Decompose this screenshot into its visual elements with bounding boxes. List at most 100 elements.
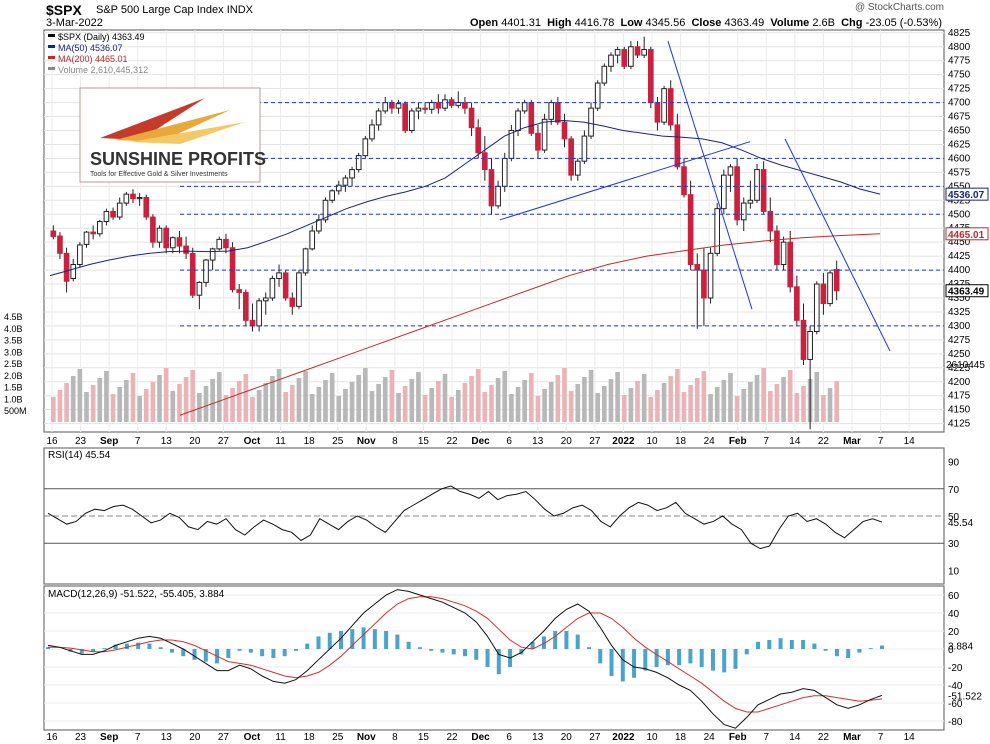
volume-bar [754, 375, 760, 422]
volume-bar [708, 394, 713, 422]
high-value: 4416.78 [574, 17, 615, 29]
price-tick-label: 4125 [948, 419, 971, 430]
volume-bar [714, 387, 720, 422]
volume-tick-label: 3.0B [4, 347, 23, 357]
volume-bar [170, 391, 176, 422]
x-tick-label: Mar [843, 436, 861, 447]
candle-body [674, 124, 681, 168]
macd-histogram-bar [880, 645, 884, 649]
macd-histogram-bar [293, 649, 298, 651]
x-tick-label: 23 [75, 732, 87, 743]
macd-histogram-bar [113, 644, 118, 649]
volume-bar [562, 368, 567, 422]
candle-body [800, 319, 807, 360]
candle-body [601, 65, 608, 84]
x-tick-label: Oct [244, 732, 261, 743]
volume-bar [721, 380, 727, 422]
candle-body [687, 194, 694, 265]
volume-bar [748, 382, 753, 422]
volume-bar [197, 393, 202, 422]
candle-body [707, 252, 714, 299]
macd-panel: -80 -60 -40 -20 0 20 40 60 MACD(12,26,9) -51.522… [43, 585, 982, 743]
x-tick-label: 16 [46, 436, 58, 447]
volume-bar [661, 383, 667, 422]
x-tick-label: 18 [675, 436, 687, 447]
volume-bar [821, 395, 826, 422]
macd-histogram-bar [79, 649, 84, 654]
copyright-text: @ StockCharts.com [854, 2, 944, 13]
volume-bar [728, 373, 733, 422]
volume-bar [734, 396, 740, 422]
macd-histogram-bar [722, 649, 727, 673]
x-tick-label: 7 [135, 436, 141, 447]
candle-body [77, 244, 83, 265]
candle-body [256, 300, 262, 327]
volume-bar [694, 378, 700, 422]
rsi-title: RSI(14) 45.54 [48, 450, 111, 461]
volume-bar [648, 397, 654, 422]
index-exchange: INDX [226, 4, 253, 16]
x-tick-label: Dec [471, 436, 490, 447]
volume-bar [548, 382, 554, 422]
volume-bar [90, 385, 96, 422]
volume-bar [787, 370, 793, 422]
volume-bar [509, 394, 514, 422]
volume-bar [475, 369, 481, 422]
macd-signal-line [48, 596, 883, 713]
macd-histogram-bar [744, 649, 749, 655]
legend-entry: MA(200) 4465.01 [58, 54, 128, 64]
candle-body [760, 169, 767, 212]
macd-title: MACD(12,26,9) -51.522, -55.405, 3.884 [48, 589, 225, 600]
volume-bar [343, 389, 348, 422]
trendline [784, 138, 891, 352]
x-tick-label: 6 [506, 732, 512, 743]
x-tick-label: 7 [135, 732, 141, 743]
x-tick-label: 8 [392, 732, 398, 743]
volume-bar [230, 388, 235, 422]
volume-bar [416, 372, 421, 422]
macd-histogram-bar [733, 649, 738, 669]
candle-body [216, 238, 223, 250]
candle-body [408, 110, 415, 132]
macd-histogram-bar [553, 631, 558, 649]
macd-histogram-bar [643, 649, 648, 671]
macd-tick-label: -80 [948, 717, 963, 728]
volume-bar [568, 391, 574, 422]
macd-histogram-bar [260, 649, 265, 657]
volume-bar [595, 393, 601, 422]
candle-body [103, 210, 110, 223]
price-tick-label: 4150 [948, 405, 971, 416]
macd-tick-label: -40 [948, 681, 963, 692]
candle-body [482, 152, 488, 171]
candle-body [721, 174, 727, 210]
macd-histogram-bar [496, 649, 501, 675]
index-name: S&P 500 Large Cap Index [96, 4, 224, 16]
candle-body [203, 259, 209, 283]
volume-bar [349, 382, 355, 422]
volume-bar [303, 371, 308, 422]
x-tick-label: 13 [161, 732, 173, 743]
price-tick-label: 4300 [948, 321, 971, 332]
volume-bar [84, 392, 89, 422]
candle-body [262, 297, 269, 302]
x-tick-label: 14 [789, 436, 801, 447]
candle-body [462, 102, 468, 109]
volume-bar [203, 386, 209, 422]
macd-histogram-bar [688, 649, 693, 664]
x-tick-label: 18 [304, 732, 316, 743]
candle-body [163, 227, 169, 249]
volume-bar [77, 369, 83, 422]
candle-body [243, 291, 249, 321]
macd-histogram-bar [789, 640, 794, 649]
macd-tick-label: 20 [948, 627, 960, 638]
macd-histogram-bar [102, 648, 107, 649]
macd-histogram-bar [485, 649, 490, 667]
macd-histogram-bar [530, 641, 535, 649]
candle-body [794, 286, 800, 321]
volume-bar [774, 384, 780, 422]
macd-histogram-bar [136, 642, 141, 649]
candle-body [548, 102, 555, 120]
volume-tick-label: 2.5B [4, 359, 23, 369]
x-tick-label: 7 [878, 732, 884, 743]
volume-bar [316, 387, 322, 422]
